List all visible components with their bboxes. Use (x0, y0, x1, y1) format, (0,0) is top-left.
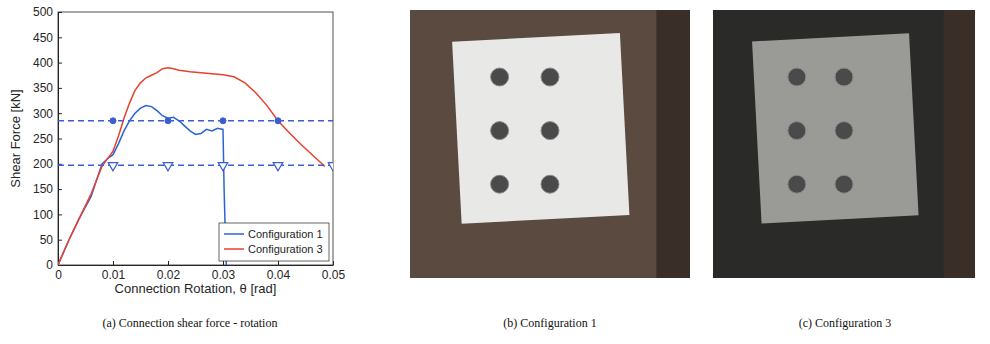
photo-plate (752, 33, 919, 223)
photo-plate (452, 33, 629, 224)
y-tick-label: 150 (33, 182, 53, 196)
y-axis: 0 50 100 150 200 250 300 350 400 450 500 (33, 5, 62, 272)
x-axis: 0 0.01 0.02 0.03 0.04 0.05 (55, 261, 345, 282)
series-marker (108, 163, 118, 171)
y-tick: 150 (33, 182, 62, 196)
y-tick-label: 200 (33, 157, 53, 171)
y-tick-mark (58, 139, 62, 140)
series-line (58, 68, 325, 265)
y-axis-title: Shear Force [kN] (8, 89, 23, 187)
photo-bolt (835, 68, 853, 86)
y-tick-label: 350 (33, 81, 53, 95)
y-tick: 400 (33, 56, 62, 70)
y-tick: 350 (33, 81, 62, 95)
photo-bolt (788, 68, 806, 86)
photo-bolt (835, 122, 853, 140)
legend-swatch (224, 248, 244, 250)
y-tick: 250 (33, 132, 62, 146)
legend-label: Configuration 1 (248, 228, 323, 240)
plot-area (58, 68, 333, 265)
y-tick: 100 (33, 208, 62, 222)
series-marker (273, 163, 283, 171)
y-tick-mark (58, 88, 62, 89)
photo-bolt (491, 68, 509, 86)
photo-background (410, 10, 690, 278)
caption: (a) Connection shear force - rotation (103, 316, 278, 330)
legend-label: Configuration 3 (248, 243, 323, 255)
series-line (58, 165, 333, 167)
photo-bolt (788, 122, 806, 140)
x-tick: 0.01 (102, 261, 126, 282)
series-marker (328, 163, 333, 171)
y-tick-label: 250 (33, 132, 53, 146)
series-line (58, 120, 333, 122)
x-axis-line (59, 265, 334, 266)
y-tick-mark (58, 214, 62, 215)
x-tick: 0.05 (322, 261, 346, 282)
legend: Configuration 1 Configuration 3 (219, 223, 329, 261)
photo-background (713, 10, 975, 278)
photo-bolt (541, 68, 559, 86)
y-tick-label: 300 (33, 107, 53, 121)
x-tick: 0.04 (267, 261, 291, 282)
y-tick-mark (58, 265, 62, 266)
y-tick-label: 400 (33, 56, 53, 70)
x-tick-label: 0.05 (322, 268, 346, 282)
y-tick-mark (58, 113, 62, 114)
y-tick-label: 450 (33, 31, 53, 45)
photo-bolt (835, 175, 853, 193)
legend-swatch (224, 233, 244, 235)
caption: (b) Configuration 1 (503, 316, 596, 330)
y-tick-label: 100 (33, 208, 53, 222)
x-tick-mark (223, 261, 224, 265)
photo-bolt (491, 122, 509, 140)
photo-bolt (541, 175, 559, 193)
y-tick: 300 (33, 107, 62, 121)
x-tick-mark (113, 261, 114, 265)
y-tick-mark (58, 37, 62, 38)
x-tick: 0.03 (212, 261, 236, 282)
series-marker (110, 118, 116, 124)
x-tick-label: 0 (55, 268, 62, 282)
figure: 0 0.01 0.02 0.03 0.04 0.05 0 50 100 150 200 250 300 3… (0, 0, 990, 344)
series-marker (218, 163, 228, 171)
y-tick-label: 50 (40, 233, 54, 247)
y-tick-mark (58, 240, 62, 241)
y-tick: 450 (33, 31, 62, 45)
x-tick-label: 0.01 (102, 268, 126, 282)
x-tick: 0.02 (157, 261, 181, 282)
y-tick: 200 (33, 157, 62, 171)
y-tick: 500 (33, 5, 62, 19)
y-tick-mark (58, 12, 62, 13)
photo-configuration-3 (713, 10, 975, 278)
plot-frame (58, 12, 333, 265)
series-marker (163, 163, 173, 171)
caption: (c) Configuration 3 (799, 316, 892, 330)
x-tick-label: 0.03 (212, 268, 236, 282)
y-tick-label: 500 (33, 5, 53, 19)
x-tick-mark (333, 261, 334, 265)
photo-bolt (541, 122, 559, 140)
photo-configuration-1 (410, 10, 690, 278)
photo-column (656, 10, 690, 278)
series-marker (165, 118, 171, 124)
photo-column (944, 10, 975, 278)
series-marker (275, 118, 281, 124)
y-tick: 50 (40, 233, 62, 247)
series-line (58, 106, 226, 265)
photo-bolt (788, 175, 806, 193)
x-tick-label: 0.04 (267, 268, 291, 282)
x-tick-mark (278, 261, 279, 265)
x-tick-mark (168, 261, 169, 265)
legend-box (219, 223, 329, 261)
y-tick-mark (58, 63, 62, 64)
y-tick-label: 0 (46, 258, 53, 272)
x-tick-label: 0.02 (157, 268, 181, 282)
y-tick-mark (58, 189, 62, 190)
photo-bolt (491, 175, 509, 193)
x-axis-title: Connection Rotation, θ [rad] (115, 281, 277, 296)
series-marker (220, 118, 226, 124)
